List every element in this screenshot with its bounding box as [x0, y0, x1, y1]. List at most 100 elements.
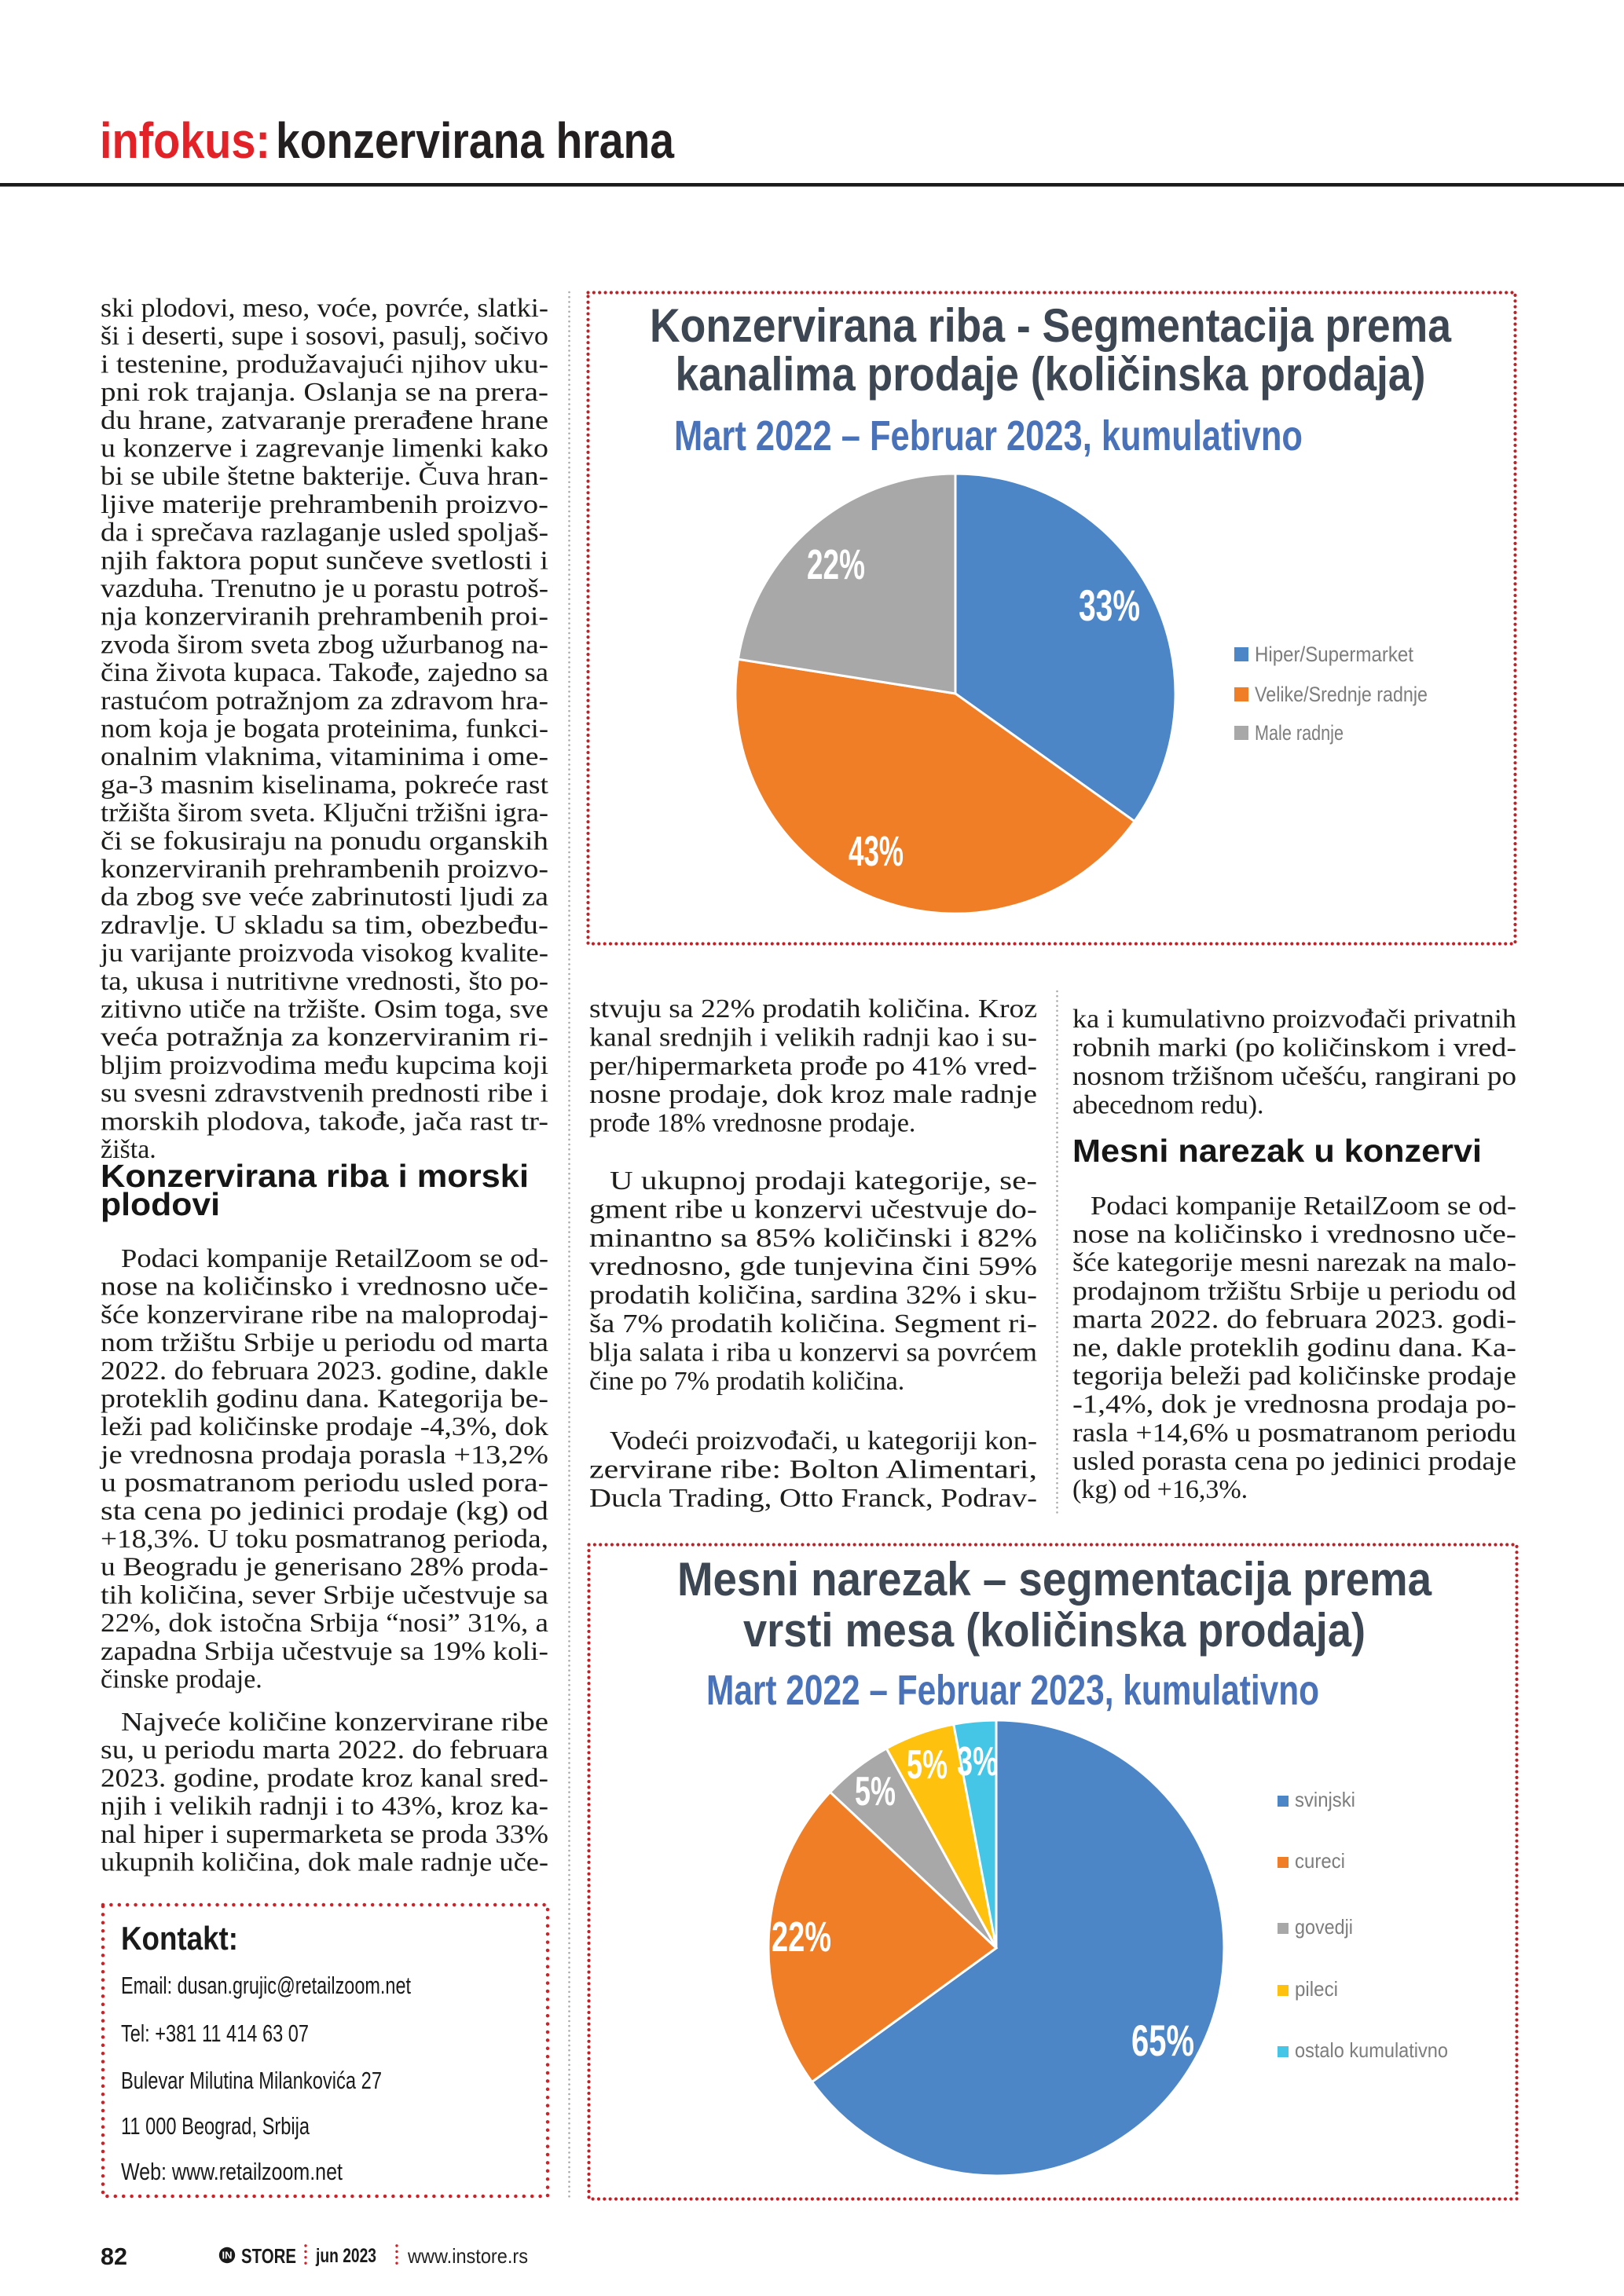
svg-text:u konzerve i zagrevanje limenk: u konzerve i zagrevanje limenki kako — [101, 434, 548, 463]
svg-text:2023. godine, prodate kroz kan: 2023. godine, prodate kroz kanal sred- — [101, 1763, 548, 1792]
svg-text:Email: dusan.grujic@retailzoom: Email: dusan.grujic@retailzoom.net — [121, 1972, 411, 1999]
svg-text:Ducla Trading, Otto Franck, Po: Ducla Trading, Otto Franck, Podrav- — [589, 1484, 1037, 1513]
svg-text:Najveće količine konzervirane: Najveće količine konzervirane ribe — [121, 1708, 548, 1737]
svg-text:nose na količinsko i vrednosno: nose na količinsko i vrednosno uče- — [1072, 1220, 1516, 1249]
svg-text:je vrednosna prodaja porasla +: je vrednosna prodaja porasla +13,2% — [100, 1441, 548, 1470]
svg-text:njih i velikih radnji i to 43%: njih i velikih radnji i to 43%, kroz ka- — [101, 1792, 548, 1821]
svg-text:-1,4%, dok je vrednosna prodaj: -1,4%, dok je vrednosna prodaja po- — [1072, 1390, 1516, 1419]
svg-text:nja konzerviranih prehrambenih: nja konzerviranih prehrambenih proi- — [101, 602, 548, 632]
svg-text:ta, ukusa i nutritivne vrednos: ta, ukusa i nutritivne vrednosti, što po… — [101, 967, 548, 996]
svg-text:da i sprečava razlaganje usled: da i sprečava razlaganje usled spoljaš- — [101, 518, 548, 547]
svg-text:zdravlje. U skladu sa tim, obe: zdravlje. U skladu sa tim, obezbeđu- — [101, 910, 548, 939]
svg-text:čine po 7% prodatih količina.: čine po 7% prodatih količina. — [589, 1367, 904, 1396]
svg-text:Vodeći proizvođači, u kategori: Vodeći proizvođači, u kategoriji kon- — [610, 1426, 1037, 1456]
svg-text:tih količina, sever Srbije uče: tih količina, sever Srbije učestvuje sa — [101, 1580, 548, 1609]
svg-text:tržišta širom sveta. Ključni t: tržišta širom sveta. Ključni tržišni igr… — [101, 799, 548, 828]
svg-text:ukupnih količina, dok male rad: ukupnih količina, dok male radnje uče- — [101, 1848, 548, 1877]
svg-text:leži pad količinske prodaje -4: leži pad količinske prodaje -4,3%, dok — [101, 1412, 548, 1441]
svg-text:blja salata i riba u konzervi: blja salata i riba u konzervi sa povrćem — [589, 1338, 1037, 1367]
svg-text:ka i kumulativno proizvođači p: ka i kumulativno proizvođači privatnih — [1072, 1005, 1516, 1034]
svg-text:vazduha. Trenutno je u porastu: vazduha. Trenutno je u porastu potroš- — [101, 574, 548, 603]
svg-text:Mart 2022 – Februar 2023, kumu: Mart 2022 – Februar 2023, kumulativno — [706, 1667, 1319, 1714]
svg-text:plodovi: plodovi — [101, 1186, 220, 1222]
svg-text:bljim proizvodima među kupcima: bljim proizvodima među kupcima koji — [101, 1051, 548, 1080]
svg-text:43%: 43% — [849, 828, 904, 875]
svg-text:(kg) od +16,3%.: (kg) od +16,3%. — [1072, 1475, 1248, 1504]
svg-text:u Beogradu je generisano 28% p: u Beogradu je generisano 28% proda- — [101, 1553, 548, 1582]
svg-text:ostalo kumulativno: ostalo kumulativno — [1295, 2038, 1448, 2062]
svg-text:činske prodaje.: činske prodaje. — [101, 1665, 262, 1694]
svg-text:govedji: govedji — [1295, 1915, 1353, 1939]
svg-text:marta 2022. do februara 2023.: marta 2022. do februara 2023. godi- — [1072, 1305, 1516, 1334]
svg-text:22%: 22% — [807, 541, 865, 588]
svg-text:kanalima prodaje (količinska p: kanalima prodaje (količinska prodaja) — [676, 348, 1426, 401]
svg-text:robnih marki (po količinskom i: robnih marki (po količinskom i vred- — [1072, 1034, 1516, 1063]
svg-text:su svesni zdravstvenih prednos: su svesni zdravstvenih prednosti ribe i — [101, 1079, 548, 1108]
svg-text:svinjski: svinjski — [1295, 1788, 1355, 1811]
svg-text:nosnom tržišnom učešću, rangir: nosnom tržišnom učešću, rangirani po — [1072, 1062, 1516, 1091]
svg-text:11 000 Beograd, Srbija: 11 000 Beograd, Srbija — [121, 2112, 310, 2140]
svg-text:pni rok trajanja. Oslanja se n: pni rok trajanja. Oslanja se na prera- — [101, 378, 548, 407]
svg-text:Kontakt:: Kontakt: — [121, 1920, 238, 1957]
svg-text:sta cena po jedinici prodaje (: sta cena po jedinici prodaje (kg) od — [101, 1496, 548, 1525]
svg-text:čina života kupaca. Takođe, za: čina života kupaca. Takođe, zajedno sa — [101, 658, 548, 687]
svg-text:zitivno utiče na tržište. Osim: zitivno utiče na tržište. Osim toga, sve — [101, 995, 548, 1024]
svg-text:nal hiper i supermarketa se pr: nal hiper i supermarketa se proda 33% — [101, 1820, 548, 1849]
svg-text:Hiper/Supermarket: Hiper/Supermarket — [1255, 643, 1413, 666]
svg-text:ša 7% prodatih količina. Segme: ša 7% prodatih količina. Segment ri- — [589, 1309, 1037, 1338]
svg-text:su, u periodu marta 2022. do f: su, u periodu marta 2022. do februara — [101, 1736, 548, 1765]
svg-text:jun 2023: jun 2023 — [315, 2245, 376, 2267]
svg-text:rasla +14,6% u posmatranom per: rasla +14,6% u posmatranom periodu — [1072, 1419, 1516, 1448]
svg-text:Tel: +381 11 414 63 07: Tel: +381 11 414 63 07 — [121, 2020, 309, 2047]
svg-text:zapadna Srbija učestvuje sa 19: zapadna Srbija učestvuje sa 19% koli- — [101, 1637, 548, 1666]
svg-text:Konzervirana riba i morski: Konzervirana riba i morski — [101, 1158, 529, 1194]
svg-text:žišta.: žišta. — [101, 1135, 156, 1164]
svg-text:5%: 5% — [907, 1742, 948, 1788]
svg-text:Bulevar Milutina Milankovića 2: Bulevar Milutina Milankovića 27 — [121, 2067, 382, 2094]
svg-text:ju varijante proizvoda visokog: ju varijante proizvoda visokog kvalite- — [100, 939, 548, 968]
svg-text:stvuju sa 22% prodatih količin: stvuju sa 22% prodatih količina. Kroz — [589, 994, 1037, 1023]
svg-text:22%: 22% — [772, 1913, 831, 1961]
svg-text:i testenine, produžavajući nji: i testenine, produžavajući njihov uku- — [101, 350, 548, 379]
svg-text:ga-3 masnim kiselinama, pokreć: ga-3 masnim kiselinama, pokreće rast — [101, 771, 549, 800]
svg-text:da zbog sve veće zabrinutosti: da zbog sve veće zabrinutosti ljudi za — [101, 883, 548, 912]
svg-text:usled porasta cena po jedinici: usled porasta cena po jedinici prodaje — [1072, 1447, 1516, 1476]
svg-text:ne, dakle proteklih godinu dan: ne, dakle proteklih godinu dana. Ka- — [1072, 1334, 1516, 1363]
svg-text:Velike/Srednje radnje: Velike/Srednje radnje — [1255, 683, 1428, 706]
svg-text:gment ribe u konzervi učestvuj: gment ribe u konzervi učestvuje do- — [589, 1195, 1037, 1224]
svg-text:njih faktora poput sunčeve sve: njih faktora poput sunčeve svetlosti i — [101, 546, 548, 575]
svg-text:cureci: cureci — [1295, 1849, 1345, 1873]
svg-text:www.instore.rs: www.instore.rs — [407, 2244, 528, 2268]
svg-text:Podaci kompanije RetailZoom se: Podaci kompanije RetailZoom se od- — [121, 1244, 548, 1273]
svg-text:prodatih količina, sardina 32%: prodatih količina, sardina 32% i sku- — [589, 1281, 1037, 1310]
svg-text:šće konzervirane ribe na malop: šće konzervirane ribe na maloprodaj- — [101, 1300, 548, 1329]
svg-text:vrednosno, gde tunjevina čini: vrednosno, gde tunjevina čini 59% — [589, 1252, 1037, 1281]
svg-text:tegorija beleži pad količinske: tegorija beleži pad količinske prodaje — [1072, 1362, 1516, 1391]
svg-text:bi se ubile štetne bakterije.: bi se ubile štetne bakterije. Čuva hran- — [101, 461, 548, 491]
svg-text:prođe 18% vrednosne prodaje.: prođe 18% vrednosne prodaje. — [589, 1109, 915, 1138]
svg-text:konzerviranih prehrambenih pro: konzerviranih prehrambenih proizvo- — [101, 855, 548, 884]
svg-text:nosne prodaje, dok kroz male r: nosne prodaje, dok kroz male radnje — [589, 1080, 1037, 1109]
svg-text:či se fokusiraju na ponudu org: či se fokusiraju na ponudu organskih — [101, 826, 548, 855]
svg-text:ši i deserti, supe i sosovi, p: ši i deserti, supe i sosovi, pasulj, soč… — [101, 322, 548, 351]
svg-text:zervirane ribe: Bolton Aliment: zervirane ribe: Bolton Alimentari, — [589, 1455, 1037, 1484]
svg-text:22%, dok istočna Srbija “nosi”: 22%, dok istočna Srbija “nosi” 31%, a — [101, 1609, 548, 1638]
svg-text:prodajnom tržištu Srbije u per: prodajnom tržištu Srbije u periodu od — [1072, 1276, 1516, 1305]
svg-text:infokus:: infokus: — [100, 112, 270, 169]
svg-text:morskih plodova, takođe, jača: morskih plodova, takođe, jača rast tr- — [101, 1107, 548, 1136]
svg-text:2022. do februara 2023. godine: 2022. do februara 2023. godine, dakle — [101, 1357, 548, 1386]
svg-text:pileci: pileci — [1295, 1977, 1338, 2001]
svg-text:+18,3%. U toku posmatranog per: +18,3%. U toku posmatranog perioda, — [101, 1525, 548, 1554]
svg-text:STORE: STORE — [241, 2244, 296, 2268]
svg-text:IN: IN — [222, 2250, 233, 2261]
svg-text:du hrane, zatvaranje prerađene: du hrane, zatvaranje prerađene hrane — [101, 406, 548, 435]
svg-text:onalnim vlaknima, vitaminima i: onalnim vlaknima, vitaminima i ome- — [101, 742, 548, 771]
svg-text:Web: www.retailzoom.net: Web: www.retailzoom.net — [121, 2158, 343, 2185]
svg-text:per/hipermarketa prođe po 41%: per/hipermarketa prođe po 41% vred- — [589, 1052, 1037, 1081]
svg-text:ski plodovi, meso, voće, povrć: ski plodovi, meso, voće, povrće, slatki- — [101, 294, 548, 323]
svg-text:5%: 5% — [855, 1769, 896, 1814]
svg-text:Mart 2022 – Februar 2023, kumu: Mart 2022 – Februar 2023, kumulativno — [674, 412, 1303, 460]
svg-text:Male radnje: Male radnje — [1255, 721, 1344, 745]
svg-text:nose na količinsko i vrednosno: nose na količinsko i vrednosno uče- — [101, 1273, 548, 1302]
svg-text:zvoda širom sveta zbog užurban: zvoda širom sveta zbog užurbanog na- — [101, 630, 548, 659]
